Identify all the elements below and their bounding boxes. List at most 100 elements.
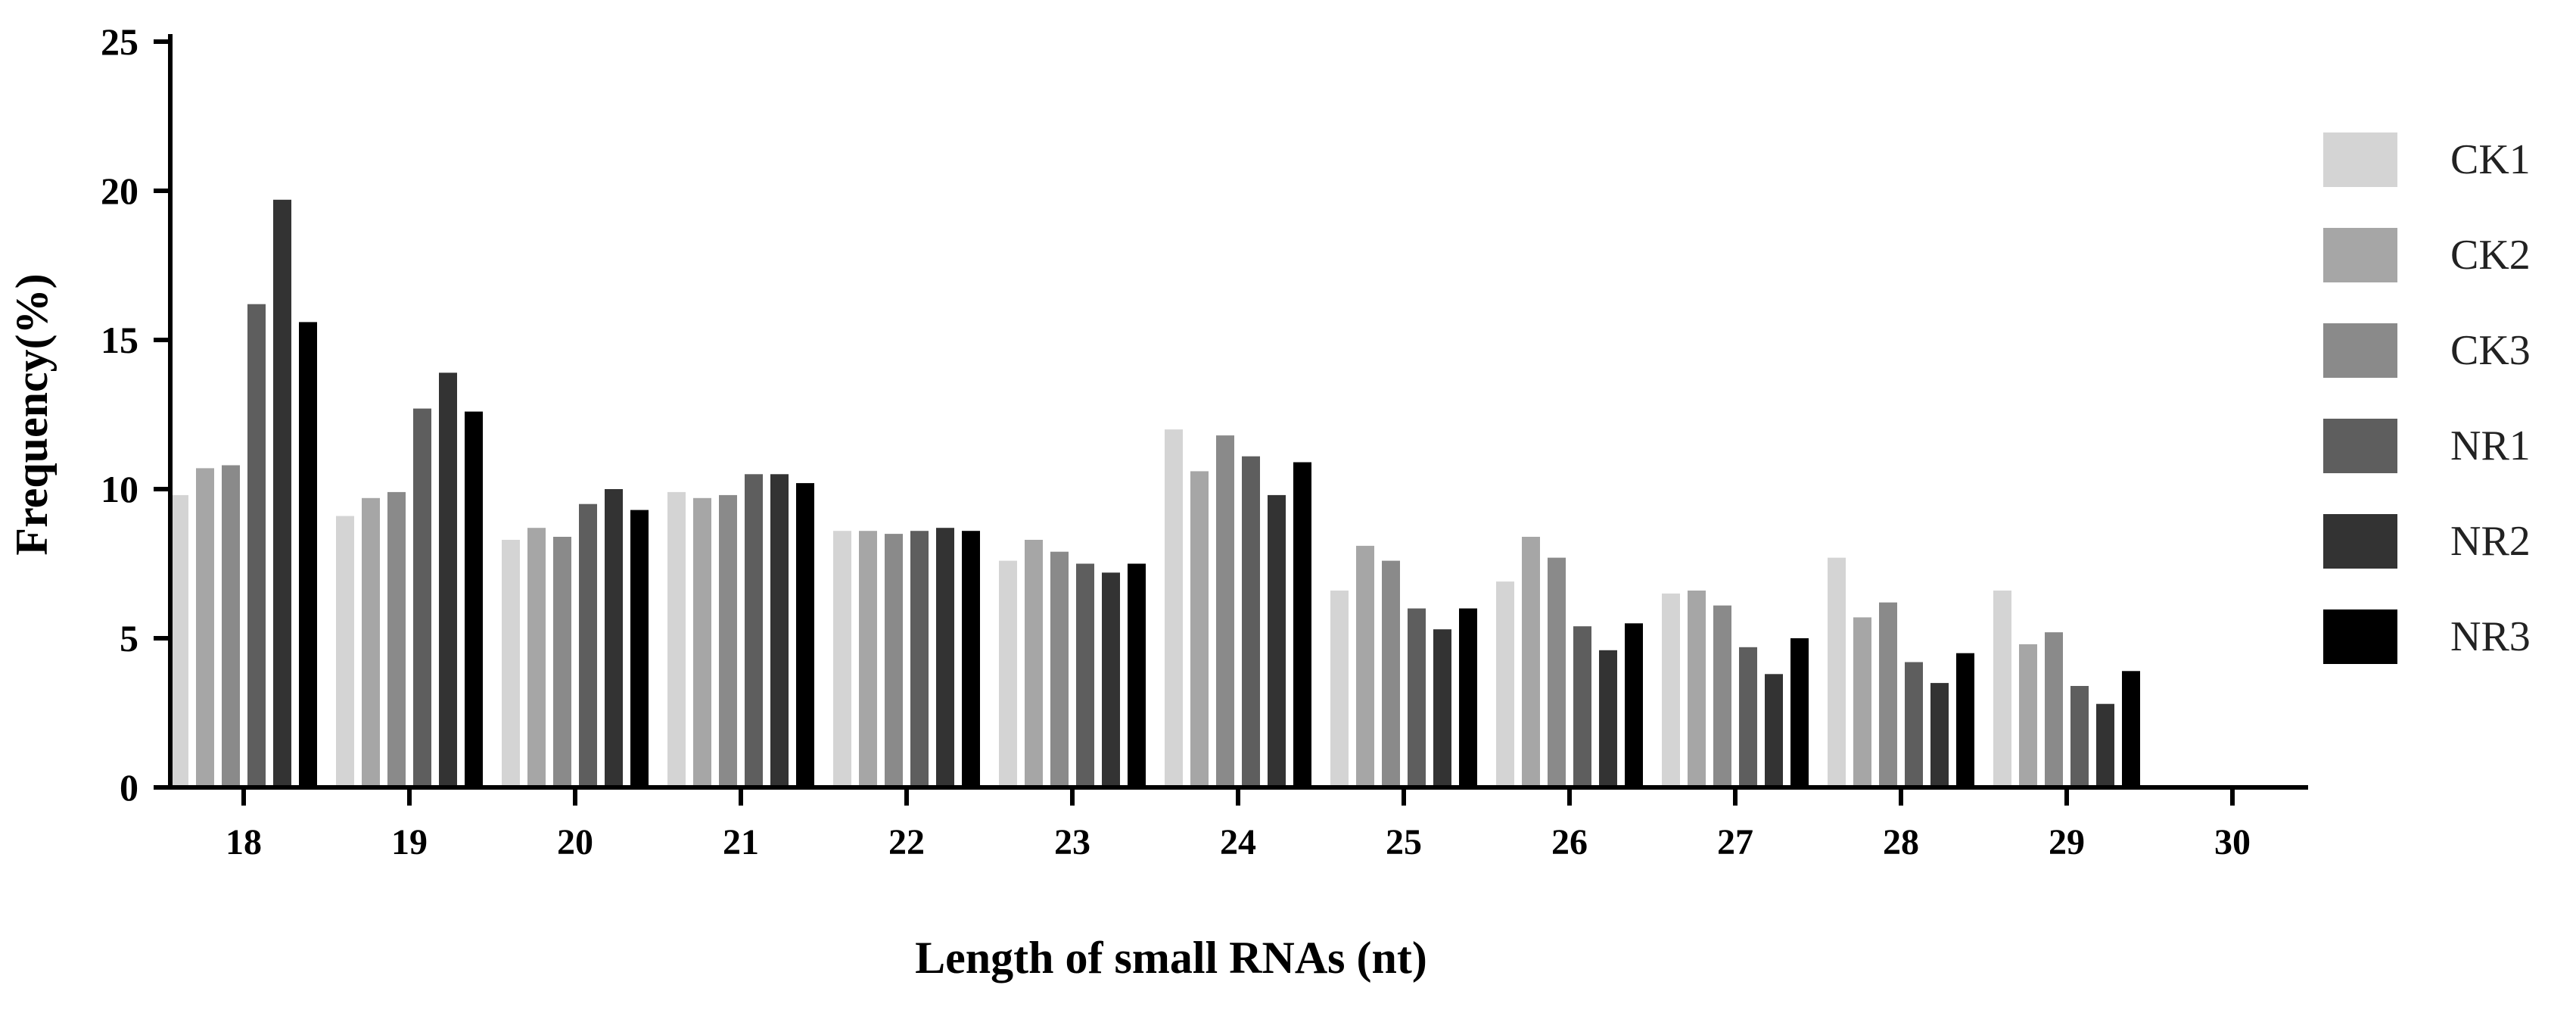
bar-nr3-19 [465, 411, 483, 787]
bar-nr2-18 [273, 199, 291, 787]
bar-nr2-22 [936, 528, 954, 787]
legend-swatch-ck2 [2323, 228, 2397, 282]
x-tick-label: 21 [723, 822, 759, 862]
bar-ck2-18 [196, 468, 214, 787]
bar-nr3-21 [796, 483, 814, 787]
bar-nr2-28 [1930, 683, 1949, 787]
bar-nr2-26 [1599, 650, 1617, 787]
bar-ck2-20 [527, 528, 546, 787]
bar-ck1-26 [1496, 581, 1514, 787]
x-tick-label: 25 [1386, 822, 1422, 862]
x-tick-label: 27 [1717, 822, 1753, 862]
bar-nr3-28 [1956, 653, 1974, 787]
bar-ck3-29 [2045, 632, 2063, 787]
bars-group [170, 199, 2140, 787]
bar-nr1-24 [1242, 456, 1260, 787]
bar-nr2-25 [1433, 629, 1451, 787]
bar-nr3-18 [299, 322, 317, 787]
legend-swatch-nr1 [2323, 419, 2397, 473]
legend-label-nr1: NR1 [2450, 422, 2531, 469]
bar-nr3-24 [1293, 462, 1311, 787]
bar-nr1-27 [1739, 647, 1757, 787]
bar-nr1-23 [1076, 563, 1094, 787]
bar-ck3-19 [387, 491, 406, 787]
bar-ck1-25 [1330, 591, 1349, 787]
y-tick-label: 15 [101, 319, 138, 361]
legend-swatch-nr3 [2323, 609, 2397, 664]
x-tick-label: 26 [1551, 822, 1588, 862]
legend-swatch-nr2 [2323, 514, 2397, 569]
y-tick-label: 20 [101, 170, 138, 212]
bar-nr2-20 [605, 489, 623, 787]
bar-ck1-23 [999, 560, 1017, 787]
y-tick-label: 0 [120, 766, 138, 809]
bar-ck3-24 [1216, 435, 1234, 787]
bar-ck2-26 [1522, 537, 1540, 787]
bar-ck3-27 [1713, 605, 1731, 787]
bar-ck2-28 [1853, 617, 1871, 787]
bar-nr1-20 [579, 503, 597, 787]
bar-nr1-28 [1905, 662, 1923, 787]
bar-ck3-26 [1548, 557, 1566, 787]
x-tick-label: 29 [2049, 822, 2085, 862]
bar-ck2-19 [362, 497, 380, 787]
legend-swatch-ck3 [2323, 323, 2397, 378]
x-tick-label: 20 [557, 822, 593, 862]
bar-nr1-19 [413, 408, 431, 787]
bar-ck3-18 [222, 465, 240, 787]
legend-swatch-ck1 [2323, 132, 2397, 187]
bar-nr3-22 [962, 531, 980, 787]
bar-nr2-27 [1765, 674, 1783, 787]
bar-ck2-22 [859, 531, 877, 787]
bar-ck3-21 [719, 494, 737, 787]
axes-group: 0 5 10 15 20 25 18 19 20 21 22 23 24 25 26 27 28 29 30 [101, 20, 2308, 862]
legend-label-ck3: CK3 [2450, 327, 2531, 374]
bar-ck3-28 [1879, 602, 1897, 787]
x-tick-label: 22 [888, 822, 925, 862]
bar-ck3-23 [1050, 551, 1069, 787]
bar-nr2-29 [2096, 703, 2114, 787]
bar-ck1-24 [1165, 429, 1183, 787]
bar-nr3-25 [1459, 608, 1477, 787]
legend: CK1 CK2 CK3 NR1 NR2 NR3 [2323, 132, 2531, 664]
bar-ck1-27 [1662, 593, 1680, 787]
y-tick-label: 5 [120, 617, 138, 659]
bar-ck1-20 [502, 540, 520, 787]
bar-ck1-21 [667, 491, 686, 787]
x-tick-label: 23 [1054, 822, 1090, 862]
x-tick-label: 18 [226, 822, 262, 862]
bar-ck1-29 [1993, 591, 2011, 787]
bar-nr1-26 [1573, 626, 1591, 787]
bar-ck3-20 [553, 537, 571, 787]
bar-nr3-29 [2122, 671, 2140, 787]
bar-nr1-22 [910, 531, 929, 787]
bar-ck1-18 [170, 494, 188, 787]
y-tick-label: 25 [101, 20, 138, 63]
bar-nr1-21 [745, 474, 763, 787]
y-axis-title: Frequency(%) [7, 273, 57, 555]
x-axis-title: Length of small RNAs (nt) [915, 933, 1427, 983]
bar-nr3-23 [1128, 563, 1146, 787]
bar-ck1-19 [336, 516, 354, 787]
bar-nr2-19 [439, 373, 457, 787]
bar-ck2-27 [1688, 591, 1706, 787]
legend-label-nr3: NR3 [2450, 613, 2531, 660]
bar-ck3-22 [885, 534, 903, 787]
bar-ck1-22 [833, 531, 851, 787]
bar-ck2-24 [1190, 471, 1209, 787]
bar-ck2-25 [1356, 545, 1374, 787]
bar-nr1-25 [1408, 608, 1426, 787]
legend-label-ck2: CK2 [2450, 232, 2531, 279]
bar-nr3-26 [1625, 623, 1643, 787]
bar-ck1-28 [1828, 557, 1846, 787]
legend-label-ck1: CK1 [2450, 136, 2531, 183]
x-tick-label: 28 [1883, 822, 1919, 862]
y-tick-label: 10 [101, 468, 138, 510]
x-tick-label: 24 [1220, 822, 1256, 862]
bar-nr3-20 [630, 510, 649, 787]
bar-ck2-23 [1025, 540, 1043, 787]
bar-nr2-24 [1268, 494, 1286, 787]
bar-ck3-25 [1382, 560, 1400, 787]
bar-nr2-23 [1102, 572, 1120, 787]
